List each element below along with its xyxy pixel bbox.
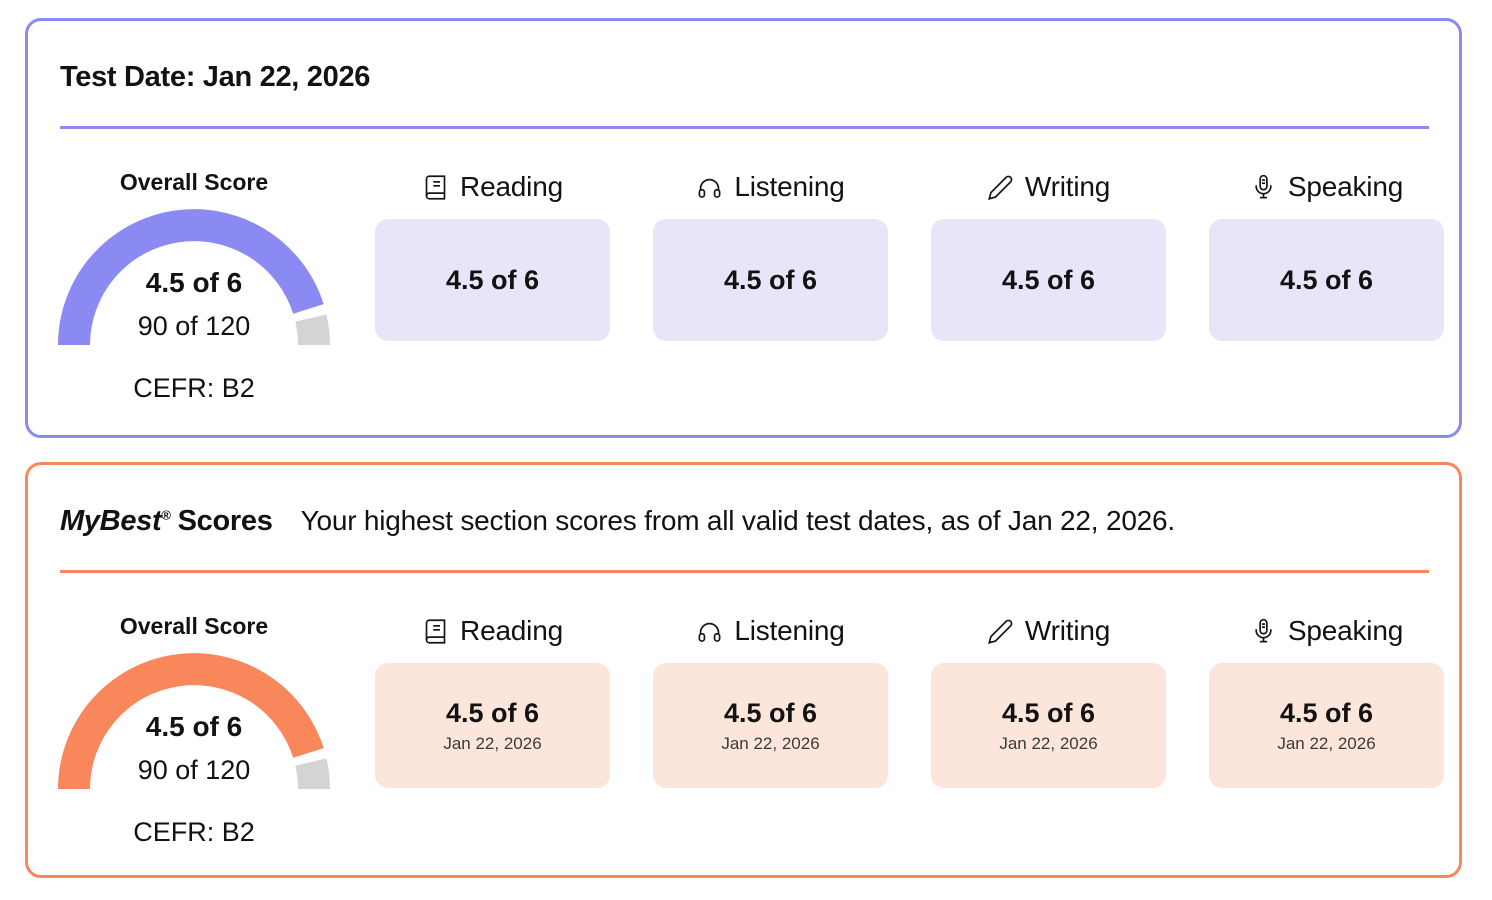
speaking-score-box: 4.5 of 6 <box>1209 219 1444 341</box>
microphone-icon <box>1250 174 1277 201</box>
writing-score-box: 4.5 of 6 Jan 22, 2026 <box>931 663 1166 788</box>
test-date-card: Test Date: Jan 22, 2026 Overall Score 4.… <box>25 18 1462 438</box>
section-score: 4.5 of 6 <box>445 264 540 295</box>
overall-cefr-level: CEFR: B2 <box>133 373 255 403</box>
mybest-title: MyBest® Scores Your highest section scores… <box>60 505 1175 538</box>
test-date-title: Test Date: Jan 22, 2026 <box>60 61 371 93</box>
mybest-brand: MyBest <box>60 505 162 537</box>
section-label: Writing <box>1024 171 1111 202</box>
section-label: Speaking <box>1287 615 1404 646</box>
book-icon <box>422 618 449 645</box>
section-header: Reading <box>375 615 610 647</box>
section-score-date: Jan 22, 2026 <box>1277 733 1376 753</box>
section-score-date: Jan 22, 2026 <box>443 733 542 753</box>
section-header: Listening <box>653 615 888 647</box>
pencil-icon <box>987 618 1014 645</box>
section-label: Speaking <box>1287 171 1404 202</box>
listening-score-box: 4.5 of 6 <box>653 219 888 341</box>
book-icon <box>422 174 449 201</box>
section-header: Writing <box>931 171 1166 203</box>
overall-score-label: Overall Score <box>119 169 269 195</box>
section-label: Listening <box>734 171 845 202</box>
reading-score-box: 4.5 of 6 Jan 22, 2026 <box>375 663 610 788</box>
overall-band-score: 4.5 of 6 <box>145 711 243 742</box>
section-score: 4.5 of 6 <box>445 697 540 728</box>
section-header: Speaking <box>1209 171 1444 203</box>
section-header: Reading <box>375 171 610 203</box>
reading-score-box: 4.5 of 6 <box>375 219 610 341</box>
headphones-icon <box>696 618 723 645</box>
section-score: 4.5 of 6 <box>1001 697 1096 728</box>
overall-scaled-score: 90 of 120 <box>137 755 251 785</box>
section-score-date: Jan 22, 2026 <box>721 733 820 753</box>
section-header: Speaking <box>1209 615 1444 647</box>
headphones-icon <box>696 174 723 201</box>
overall-band-score: 4.5 of 6 <box>145 267 243 298</box>
overall-score-gauge <box>58 209 330 346</box>
writing-score-box: 4.5 of 6 <box>931 219 1166 341</box>
mybest-scores-card: MyBest® Scores Your highest section scores… <box>25 462 1462 878</box>
microphone-icon <box>1250 618 1277 645</box>
section-label: Reading <box>460 615 563 646</box>
section-score: 4.5 of 6 <box>1001 264 1096 295</box>
overall-score-label: Overall Score <box>119 613 269 639</box>
mybest-subtitle: Your highest section scores from all val… <box>300 505 1176 536</box>
section-score: 4.5 of 6 <box>1279 264 1374 295</box>
registered-trademark-symbol: ® <box>161 507 171 523</box>
section-score-date: Jan 22, 2026 <box>999 733 1098 753</box>
section-score: 4.5 of 6 <box>1279 697 1374 728</box>
section-score: 4.5 of 6 <box>723 264 818 295</box>
overall-cefr-level: CEFR: B2 <box>133 817 255 847</box>
card-divider <box>60 126 1429 129</box>
listening-score-box: 4.5 of 6 Jan 22, 2026 <box>653 663 888 788</box>
card-divider <box>60 570 1429 573</box>
section-score: 4.5 of 6 <box>723 697 818 728</box>
section-header: Writing <box>931 615 1166 647</box>
overall-score-gauge <box>58 653 330 790</box>
section-header: Listening <box>653 171 888 203</box>
section-label: Writing <box>1024 615 1111 646</box>
mybest-title-suffix: Scores <box>177 505 273 537</box>
overall-scaled-score: 90 of 120 <box>137 311 251 341</box>
speaking-score-box: 4.5 of 6 Jan 22, 2026 <box>1209 663 1444 788</box>
section-label: Listening <box>734 615 845 646</box>
pencil-icon <box>987 174 1014 201</box>
section-label: Reading <box>460 171 563 202</box>
